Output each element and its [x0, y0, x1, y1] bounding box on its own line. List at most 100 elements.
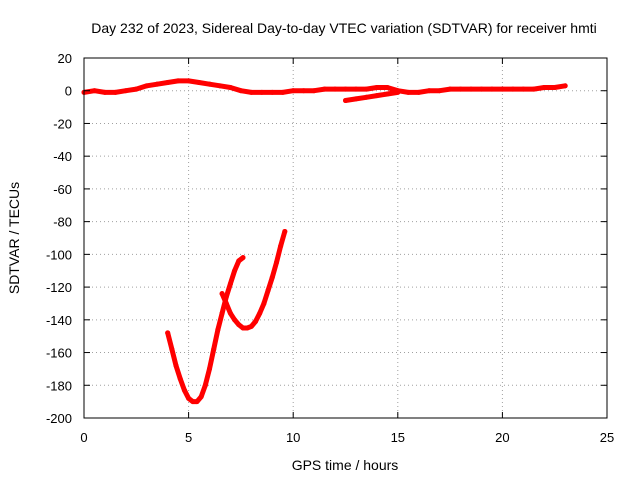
- data-point: [227, 84, 233, 90]
- series-line: [343, 89, 401, 103]
- data-point: [217, 83, 223, 89]
- data-point: [259, 89, 265, 95]
- y-tick-label: -200: [46, 411, 72, 426]
- data-point: [232, 317, 238, 323]
- data-point: [531, 86, 537, 92]
- data-point: [384, 84, 390, 90]
- data-point: [223, 300, 229, 306]
- series-line: [219, 229, 288, 331]
- data-point: [91, 88, 97, 94]
- data-point: [257, 310, 263, 316]
- data-point: [196, 80, 202, 86]
- data-point: [236, 258, 242, 264]
- x-tick-label: 5: [185, 430, 192, 445]
- data-point: [227, 310, 233, 316]
- data-point: [123, 88, 129, 94]
- data-point: [363, 86, 369, 92]
- x-tick-label: 25: [600, 430, 614, 445]
- data-point: [248, 323, 254, 329]
- data-point: [261, 300, 267, 306]
- x-axis-title: GPS time / hours: [292, 457, 399, 473]
- grid-lines: [84, 58, 607, 418]
- data-point: [227, 281, 233, 287]
- y-tick-label: -80: [53, 215, 72, 230]
- data-point: [458, 86, 464, 92]
- data-point: [207, 366, 213, 372]
- data-point: [240, 255, 246, 261]
- data-point: [343, 98, 348, 104]
- data-point: [416, 89, 422, 95]
- data-point: [181, 387, 187, 393]
- data-point: [133, 86, 139, 92]
- data-point: [236, 322, 242, 328]
- data-point: [269, 89, 275, 95]
- data-point: [112, 89, 118, 95]
- data-point: [144, 83, 150, 89]
- x-tick-label: 10: [286, 430, 300, 445]
- y-tick-label: -140: [46, 313, 72, 328]
- series-layer: [81, 78, 568, 405]
- data-point: [238, 88, 244, 94]
- data-point: [244, 325, 250, 331]
- data-point: [405, 89, 411, 95]
- data-point: [447, 86, 453, 92]
- data-point: [278, 243, 284, 249]
- data-point: [552, 84, 558, 90]
- data-point: [562, 83, 568, 89]
- data-point: [154, 81, 160, 87]
- data-point: [190, 399, 196, 405]
- data-point: [175, 78, 181, 84]
- data-point: [311, 88, 317, 94]
- data-point: [282, 228, 288, 234]
- data-point: [173, 363, 179, 369]
- y-tick-label: -120: [46, 280, 72, 295]
- data-point: [374, 93, 380, 99]
- y-tick-label: -60: [53, 182, 72, 197]
- y-tick-label: -40: [53, 149, 72, 164]
- y-tick-label: -20: [53, 116, 72, 131]
- data-point: [541, 84, 547, 90]
- y-tick-label: 20: [58, 51, 72, 66]
- data-point: [384, 91, 390, 97]
- data-point: [265, 287, 271, 293]
- data-point: [198, 394, 204, 400]
- data-point: [169, 346, 175, 352]
- data-point: [102, 89, 108, 95]
- data-point: [240, 325, 246, 331]
- data-point: [219, 310, 225, 316]
- data-point: [478, 86, 484, 92]
- y-tick-label: -180: [46, 378, 72, 393]
- data-point: [177, 376, 183, 382]
- data-point: [248, 89, 254, 95]
- data-point: [215, 327, 221, 333]
- data-point: [219, 291, 225, 297]
- y-tick-label: -100: [46, 247, 72, 262]
- x-tick-label: 15: [391, 430, 405, 445]
- data-point: [165, 80, 171, 86]
- data-point: [468, 86, 474, 92]
- data-point: [202, 382, 208, 388]
- chart-title: Day 232 of 2023, Sidereal Day-to-day VTE…: [91, 20, 597, 36]
- data-point: [353, 86, 359, 92]
- data-point: [374, 84, 380, 90]
- data-point: [510, 86, 516, 92]
- data-point: [353, 96, 359, 102]
- data-point: [437, 88, 443, 94]
- data-point: [194, 399, 200, 405]
- data-point: [280, 89, 286, 95]
- y-tick-label: -160: [46, 346, 72, 361]
- y-tick-label: 0: [65, 84, 72, 99]
- data-point: [520, 86, 526, 92]
- y-axis-title: SDTVAR / TECUs: [6, 182, 22, 294]
- x-tick-label: 0: [80, 430, 87, 445]
- data-point: [363, 94, 369, 100]
- x-tick-label: 20: [495, 430, 509, 445]
- data-point: [186, 395, 192, 401]
- data-point: [253, 318, 259, 324]
- data-point: [395, 89, 401, 95]
- data-point: [269, 274, 275, 280]
- axis-ticks: 0 5 10 15 20 25 20 0 -20 -40 -60 -80 -100 -120 -140 -16…: [46, 51, 614, 445]
- data-point: [499, 86, 505, 92]
- data-point: [343, 86, 348, 92]
